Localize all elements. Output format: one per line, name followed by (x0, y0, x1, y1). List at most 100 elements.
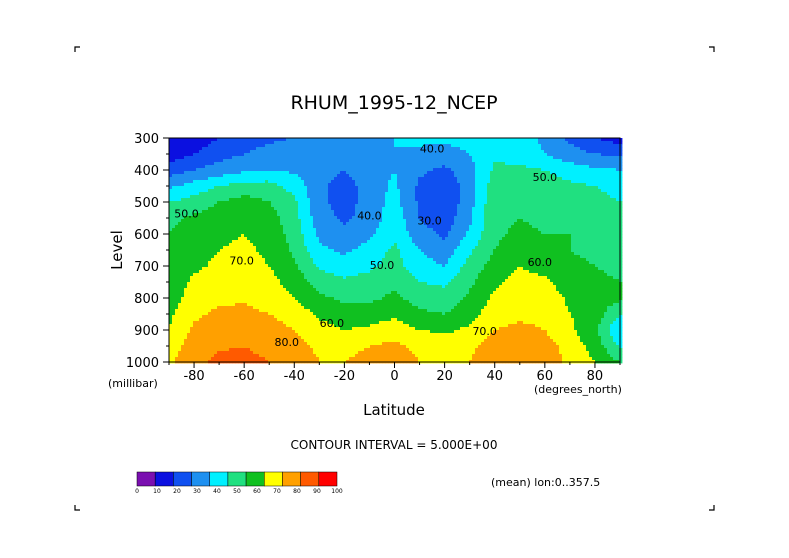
contour-cell (367, 168, 371, 172)
contour-cell (367, 195, 371, 199)
contour-cell (349, 204, 353, 208)
contour-cell (460, 213, 464, 217)
contour-cell (553, 213, 557, 217)
contour-cell (604, 156, 608, 160)
contour-cell (403, 159, 407, 163)
contour-cell (397, 138, 401, 142)
contour-cell (202, 201, 206, 205)
contour-cell (283, 150, 287, 154)
contour-cell (226, 150, 230, 154)
contour-cell (274, 144, 278, 148)
contour-cell (295, 234, 299, 238)
contour-cell (316, 141, 320, 145)
contour-cell (481, 222, 485, 226)
contour-cell (340, 216, 344, 220)
contour-cell (583, 231, 587, 235)
contour-cell (502, 162, 506, 166)
contour-cell (601, 204, 605, 208)
contour-cell (496, 222, 500, 226)
contour-cell (388, 174, 392, 178)
contour-cell (217, 207, 221, 211)
contour-cell (553, 180, 557, 184)
contour-cell (493, 168, 497, 172)
contour-cell (502, 234, 506, 238)
contour-cell (466, 201, 470, 205)
contour-cell (397, 222, 401, 226)
contour-cell (235, 162, 239, 166)
contour-cell (304, 141, 308, 145)
contour-cell (193, 210, 197, 214)
contour-cell (493, 174, 497, 178)
contour-cell (619, 222, 623, 226)
contour-cell (247, 147, 251, 151)
contour-cell (475, 147, 479, 151)
contour-cell (529, 207, 533, 211)
contour-cell (427, 231, 431, 235)
contour-cell (340, 141, 344, 145)
contour-cell (268, 198, 272, 202)
contour-cell (343, 225, 347, 229)
contour-cell (193, 219, 197, 223)
contour-cell (595, 210, 599, 214)
contour-cell (346, 165, 350, 169)
contour-cell (328, 165, 332, 169)
contour-cell (580, 162, 584, 166)
contour-cell (385, 204, 389, 208)
contour-cell (364, 192, 368, 196)
contour-cell (538, 162, 542, 166)
contour-cell (556, 147, 560, 151)
contour-cell (514, 138, 518, 142)
contour-cell (292, 174, 296, 178)
contour-cell (268, 225, 272, 229)
contour-cell (424, 204, 428, 208)
contour-cell (301, 204, 305, 208)
contour-cell (517, 228, 521, 232)
contour-cell (313, 147, 317, 151)
contour-cell (241, 201, 245, 205)
contour-cell (313, 177, 317, 181)
contour-cell (328, 210, 332, 214)
contour-cell (577, 207, 581, 211)
contour-cell (388, 168, 392, 172)
contour-cell (532, 174, 536, 178)
contour-cell (433, 147, 437, 151)
contour-cell (616, 192, 620, 196)
contour-cell (541, 219, 545, 223)
contour-cell (514, 180, 518, 184)
contour-cell (520, 207, 524, 211)
contour-cell (505, 153, 509, 157)
contour-cell (319, 174, 323, 178)
contour-cell (589, 165, 593, 169)
contour-cell (229, 192, 233, 196)
contour-cell (577, 174, 581, 178)
contour-cell (280, 171, 284, 175)
contour-cell (571, 177, 575, 181)
contour-cell (424, 171, 428, 175)
contour-cell (472, 183, 476, 187)
contour-cell (607, 213, 611, 217)
contour-cell (424, 174, 428, 178)
contour-cell (475, 150, 479, 154)
contour-cell (475, 177, 479, 181)
contour-cell (367, 165, 371, 169)
contour-cell (295, 186, 299, 190)
contour-cell (568, 216, 572, 220)
contour-cell (208, 180, 212, 184)
contour-cell (382, 159, 386, 163)
contour-cell (220, 213, 224, 217)
contour-cell (244, 153, 248, 157)
contour-cell (610, 174, 614, 178)
contour-cell (592, 171, 596, 175)
contour-cell (226, 210, 230, 214)
contour-cell (265, 138, 269, 142)
contour-cell (448, 150, 452, 154)
contour-cell (508, 192, 512, 196)
contour-cell (616, 222, 620, 226)
contour-cell (292, 177, 296, 181)
contour-cell (544, 186, 548, 190)
contour-cell (280, 213, 284, 217)
contour-cell (406, 168, 410, 172)
contour-cell (616, 159, 620, 163)
contour-cell (424, 195, 428, 199)
contour-cell (313, 195, 317, 199)
